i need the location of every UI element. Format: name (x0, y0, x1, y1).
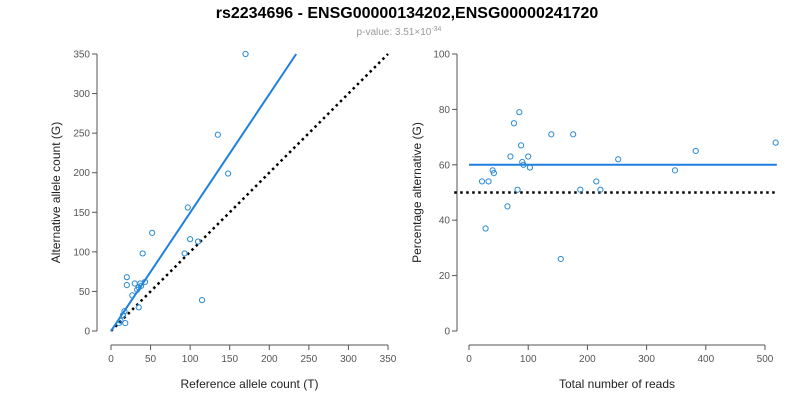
x-tick-label: 400 (697, 354, 714, 365)
data-point (242, 50, 249, 58)
data-point (593, 178, 600, 185)
data-point (194, 238, 202, 245)
y-tick-label: 60 (439, 160, 451, 171)
y-tick-label: 50 (79, 287, 91, 298)
data-point (507, 153, 514, 160)
x-tick-label: 100 (520, 354, 537, 365)
fit-line (110, 53, 298, 332)
data-point (123, 281, 130, 289)
data-point (198, 297, 206, 304)
data-point (141, 278, 149, 286)
data-point (214, 131, 221, 138)
data-point (129, 292, 136, 299)
data-point (510, 120, 518, 127)
x-tick-label: 200 (261, 354, 278, 365)
data-point (577, 186, 584, 193)
reference-line (110, 53, 389, 332)
y-axis-label: Alternative allele count (G) (49, 122, 63, 263)
x-tick-label: 150 (221, 354, 238, 365)
data-point (139, 250, 146, 257)
data-point (519, 158, 526, 166)
x-tick-label: 50 (145, 354, 157, 365)
x-tick-label: 200 (579, 354, 596, 365)
data-point (490, 170, 497, 177)
data-point (520, 161, 527, 168)
data-point (504, 203, 511, 210)
y-tick-label: 100 (433, 50, 450, 61)
y-tick-label: 250 (73, 129, 90, 140)
allele-count-scatter-panel: 0 50 100 150 200 250 300 350 0 50 100 150 200 250 300 3… (49, 50, 397, 392)
data-point (516, 109, 523, 116)
y-tick-label: 350 (73, 50, 90, 61)
chart-title: rs2234696 - ENSG00000134202,ENSG00000241… (216, 5, 599, 22)
x-tick-label: 350 (380, 354, 397, 365)
x-tick-label: 100 (182, 354, 199, 365)
data-point (772, 139, 779, 146)
data-point (184, 204, 191, 211)
percentage-alternative-scatter-panel: 0 100 200 300 400 500 0 20 40 60 80 100 Total number… (410, 50, 779, 391)
x-tick-label: 500 (757, 354, 774, 365)
data-point (485, 178, 492, 185)
data-point (149, 229, 156, 236)
data-point (557, 255, 564, 263)
data-point (137, 282, 145, 289)
y-tick-label: 0 (84, 327, 90, 338)
chart-subtitle: p-value: 3.51×10-34 (357, 26, 442, 38)
data-point (517, 142, 525, 149)
data-point (119, 312, 126, 319)
data-point (478, 178, 486, 185)
data-point (615, 156, 622, 163)
data-point (570, 131, 577, 138)
x-tick-label: 250 (301, 354, 318, 365)
data-point (514, 186, 521, 193)
data-point (692, 147, 699, 155)
data-point (187, 236, 194, 243)
x-tick-label: 300 (340, 354, 357, 365)
data-point (225, 170, 232, 177)
data-point (671, 167, 679, 174)
data-point (123, 274, 130, 281)
x-tick-label: 300 (638, 354, 655, 365)
y-tick-label: 80 (439, 105, 451, 116)
data-point (121, 308, 128, 315)
data-point (122, 319, 129, 327)
y-tick-label: 100 (73, 247, 90, 258)
x-tick-label: 0 (466, 354, 472, 365)
y-tick-label: 200 (73, 168, 90, 179)
y-tick-label: 300 (73, 89, 90, 100)
x-axis-label: Total number of reads (559, 377, 675, 391)
data-point (181, 250, 188, 257)
data-point (526, 164, 534, 171)
p-value-exponent: -34 (431, 26, 441, 33)
x-tick-label: 0 (108, 354, 114, 365)
data-point (489, 167, 496, 174)
y-axis-label: Percentage alternative (G) (410, 122, 424, 263)
data-point (482, 225, 489, 232)
x-axis-label: Reference allele count (T) (180, 377, 318, 391)
data-point (135, 304, 142, 311)
data-point (525, 153, 532, 160)
data-point (548, 131, 555, 138)
y-tick-label: 20 (439, 271, 451, 282)
y-tick-label: 150 (73, 208, 90, 219)
y-tick-label: 0 (444, 327, 450, 338)
y-tick-label: 40 (439, 216, 451, 227)
p-value-text: p-value: 3.51×10 (357, 27, 432, 38)
data-point (117, 317, 124, 324)
data-point (597, 186, 604, 193)
